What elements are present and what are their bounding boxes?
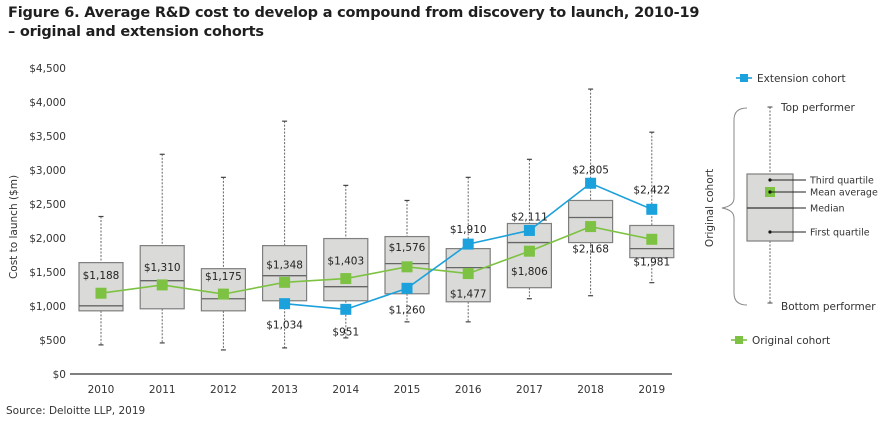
legend-extension-label: Extension cohort [757, 73, 846, 85]
x-tick-label: 2015 [394, 384, 421, 396]
box-plot-2018 [567, 88, 614, 297]
data-label: $1,981 [633, 256, 670, 268]
iqr-box [78, 262, 124, 312]
data-label: $1,188 [83, 270, 120, 282]
y-tick-label: $2,500 [29, 199, 66, 211]
chart-title-line2: – original and extension cohorts [8, 24, 264, 40]
box-plot-2011 [139, 153, 185, 344]
legend-bracket [721, 107, 748, 306]
iqr-box [323, 237, 369, 302]
y-tick-label: $4,000 [29, 97, 66, 109]
data-point [646, 203, 658, 215]
legend-key-third-quartile: Third quartile [809, 176, 874, 187]
data-point [462, 268, 474, 280]
y-tick-label: $3,500 [29, 131, 66, 143]
data-point [340, 273, 352, 285]
y-tick-label: $1,000 [29, 301, 66, 313]
data-label: $1,175 [205, 271, 242, 283]
chart-title-line1: Figure 6. Average R&D cost to develop a … [8, 5, 700, 21]
legend-key-median: Median [810, 204, 845, 215]
data-point [585, 221, 597, 233]
y-tick-label: $2,000 [29, 233, 66, 245]
data-label: $1,348 [266, 259, 303, 271]
series-original-cohort: $1,188 $1,310 $1,175 $1,348 $1,403 $1,576 $1,4… [83, 221, 670, 301]
data-label: $1,403 [327, 256, 364, 268]
iqr-box [262, 245, 308, 302]
legend-extension-marker [740, 74, 748, 82]
data-point [217, 288, 229, 300]
data-label: $1,310 [144, 262, 181, 274]
data-point [401, 261, 413, 273]
legend: Extension cohort Original cohort Third qua… [704, 73, 878, 347]
y-tick-label: $0 [53, 369, 66, 381]
legend-key-bottom-performer: Bottom performer [781, 301, 876, 313]
x-tick-label: 2016 [455, 384, 482, 396]
y-tick-label: $4,500 [29, 63, 66, 75]
series-extension-cohort: $1,034 $951 $1,260 $1,910 $2,111 $2,805 $2,422 [266, 164, 670, 338]
chart-title: Figure 6. Average R&D cost to develop a … [8, 4, 708, 42]
x-axis: 2010 2011 2012 2013 2014 2015 2016 2017 2018 2019 [70, 373, 672, 396]
series-lines: $1,188 $1,310 $1,175 $1,348 $1,403 $1,576 $1,4… [83, 164, 671, 338]
x-tick-label: 2013 [271, 384, 298, 396]
data-point [279, 298, 291, 310]
data-label: $2,805 [572, 164, 609, 176]
data-point [585, 177, 597, 189]
data-label: $1,260 [389, 304, 426, 316]
legend-original-marker [735, 336, 743, 344]
y-tick-label: $1,500 [29, 267, 66, 279]
data-point [340, 303, 352, 315]
legend-original-label: Original cohort [752, 335, 830, 347]
data-label: $1,477 [450, 289, 487, 301]
data-label: $951 [332, 326, 359, 338]
source-note: Source: Deloitte LLP, 2019 [6, 405, 146, 417]
data-point [523, 245, 535, 257]
data-label: $1,576 [389, 242, 426, 254]
y-axis: $0 $500 $1,000 $1,500 $2,000 $2,500 $3,000 $3,5… [8, 63, 66, 381]
x-tick-label: 2017 [516, 384, 543, 396]
data-point [462, 238, 474, 250]
data-label: $1,806 [511, 266, 548, 278]
data-point [279, 276, 291, 288]
data-label: $1,910 [450, 224, 487, 236]
legend-bracket-label: Original cohort [704, 169, 716, 247]
box-plot-2014 [323, 184, 369, 339]
legend-key-first-quartile: First quartile [810, 228, 870, 239]
y-tick-label: $500 [39, 335, 66, 347]
x-tick-label: 2011 [149, 384, 176, 396]
box-plots [78, 88, 675, 351]
x-tick-label: 2014 [332, 384, 359, 396]
y-tick-label: $3,000 [29, 165, 66, 177]
x-tick-label: 2012 [210, 384, 237, 396]
box-plot-2012 [200, 176, 246, 351]
iqr-box [139, 245, 185, 310]
data-point [646, 233, 658, 245]
data-point [156, 279, 168, 291]
data-label: $2,168 [572, 244, 609, 256]
data-point [401, 282, 413, 294]
box-plot-2013 [262, 120, 308, 349]
legend-key-top-performer: Top performer [780, 102, 855, 114]
y-axis-label: Cost to launch ($m) [8, 175, 20, 279]
box-plot-2010 [78, 215, 124, 346]
data-point [95, 287, 107, 299]
data-point [523, 224, 535, 236]
x-tick-label: 2018 [577, 384, 604, 396]
x-tick-label: 2019 [638, 384, 665, 396]
data-label: $1,034 [266, 320, 303, 332]
data-label: $2,111 [511, 211, 548, 223]
x-tick-label: 2010 [88, 384, 115, 396]
legend-key-mean: Mean average [810, 188, 878, 199]
series-line [100, 225, 652, 295]
data-label: $2,422 [633, 184, 670, 196]
